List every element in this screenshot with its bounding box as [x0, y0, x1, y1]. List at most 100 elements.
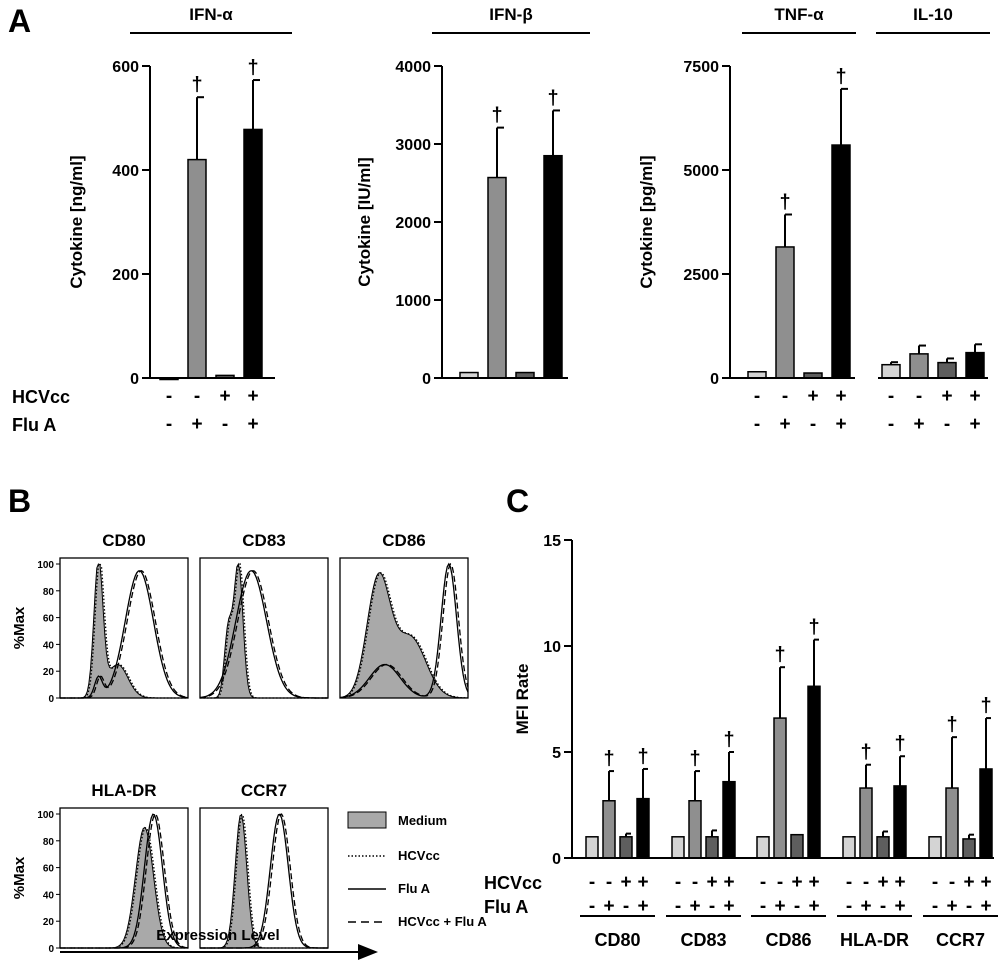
y-tick-label: 2000	[395, 215, 431, 232]
histogram-5: CCR7	[199, 781, 329, 949]
flua-sign: +	[808, 896, 819, 917]
bar	[881, 363, 901, 379]
x-axis-label: Expression Level	[156, 927, 279, 944]
y-tick-label: 5	[552, 745, 561, 762]
significance-dagger: †	[547, 87, 558, 109]
flua-sign: -	[166, 414, 172, 435]
flua-sign: +	[779, 414, 790, 435]
bar	[688, 800, 702, 859]
hcvcc-sign: +	[835, 386, 846, 407]
hcvcc-sign: +	[637, 872, 648, 893]
hcvcc-sign: -	[589, 872, 595, 893]
histogram-hcvcc-flua	[199, 570, 328, 699]
flua-sign: -	[932, 896, 938, 917]
bar	[543, 154, 563, 379]
y-tick-label: 20	[43, 667, 55, 678]
hcvcc-sign: -	[782, 386, 788, 407]
flua-sign: +	[491, 0, 502, 5]
flua-sign: -	[754, 414, 760, 435]
flua-sign: -	[675, 896, 681, 917]
flua-sign: -	[222, 414, 228, 435]
significance-dagger: †	[637, 746, 648, 768]
y-axis-label: %Max	[11, 856, 28, 899]
y-tick-label: 0	[422, 371, 431, 388]
hcvcc-sign: +	[219, 386, 230, 407]
group-title: IFN-β	[489, 5, 532, 24]
significance-dagger: †	[779, 192, 790, 214]
significance-dagger: †	[860, 742, 871, 764]
group-label: CCR7	[936, 930, 985, 950]
bar	[876, 836, 890, 859]
hcvcc-sign: -	[754, 386, 760, 407]
flua-sign: -	[466, 0, 472, 5]
y-tick-label: 2500	[683, 267, 719, 284]
significance-dagger: †	[835, 66, 846, 88]
y-tick-label: 0	[552, 851, 561, 868]
bar	[937, 361, 957, 379]
hcvcc-sign: -	[466, 0, 472, 5]
histogram-3: CD86	[339, 531, 469, 699]
y-axis-label: Cytokine [IU/ml]	[355, 157, 374, 286]
y-tick-label: 20	[43, 917, 55, 928]
histogram-frame	[59, 557, 189, 699]
group-label: CD86	[765, 930, 811, 950]
flua-sign: -	[589, 896, 595, 917]
hcvcc-sign: +	[547, 0, 558, 5]
y-tick-label: 40	[43, 890, 55, 901]
y-tick-label: 60	[43, 864, 55, 875]
group-title: IL-10	[913, 5, 953, 24]
histogram-hcvcc	[339, 572, 468, 699]
flua-sign: -	[623, 896, 629, 917]
hcvcc-sign: +	[894, 872, 905, 893]
bar	[487, 176, 507, 379]
histogram-hcvcc	[200, 562, 328, 699]
marker-title: HLA-DR	[91, 781, 156, 800]
bar	[705, 836, 719, 859]
flua-sign: -	[522, 0, 528, 5]
hcvcc-sign: -	[916, 386, 922, 407]
flua-sign: +	[723, 896, 734, 917]
significance-dagger: †	[980, 695, 991, 717]
histogram-frame	[199, 807, 329, 949]
y-tick-label: 0	[130, 371, 139, 388]
flua-sign: -	[888, 414, 894, 435]
legend-label-hcvcc: HCVcc	[398, 848, 440, 863]
y-tick-label: 100	[37, 560, 54, 571]
flua-sign: -	[760, 896, 766, 917]
bar	[859, 787, 873, 859]
y-tick-label: 0	[48, 694, 54, 705]
bar	[187, 158, 207, 379]
histogram-1: CD80 0 20 40 60 80 100 %Max	[11, 531, 189, 705]
flua-sign: +	[689, 896, 700, 917]
panel-letter-a: A	[8, 3, 31, 39]
hcvcc-sign: -	[166, 386, 172, 407]
y-axis-label: MFI Rate	[513, 664, 532, 735]
flua-sign: -	[810, 414, 816, 435]
hcvcc-sign: -	[606, 872, 612, 893]
arrow-head-icon	[358, 944, 378, 960]
hcvcc-sign: +	[807, 386, 818, 407]
significance-dagger: †	[689, 748, 700, 770]
y-tick-label: 600	[112, 59, 139, 76]
hcvcc-sign: -	[760, 872, 766, 893]
marker-title: CD83	[242, 531, 285, 550]
panel-letter-b: B	[8, 483, 31, 519]
hcvcc-sign: +	[980, 872, 991, 893]
bar	[979, 768, 993, 859]
group-label: HLA-DR	[840, 930, 909, 950]
y-tick-label: 0	[710, 371, 719, 388]
y-tick-label: 80	[43, 587, 55, 598]
group-label: CD83	[680, 930, 726, 950]
bar	[945, 787, 959, 859]
significance-dagger: †	[491, 105, 502, 127]
significance-dagger: †	[603, 748, 614, 770]
bar	[602, 800, 616, 859]
hcvcc-sign: -	[863, 872, 869, 893]
hcvcc-sign: +	[963, 872, 974, 893]
hcvcc-sign: -	[675, 872, 681, 893]
flua-sign: -	[944, 414, 950, 435]
bar	[962, 838, 976, 859]
flua-sign: +	[247, 414, 258, 435]
bar	[756, 836, 770, 859]
